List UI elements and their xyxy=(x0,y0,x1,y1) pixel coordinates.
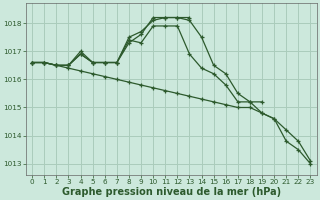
X-axis label: Graphe pression niveau de la mer (hPa): Graphe pression niveau de la mer (hPa) xyxy=(62,187,281,197)
